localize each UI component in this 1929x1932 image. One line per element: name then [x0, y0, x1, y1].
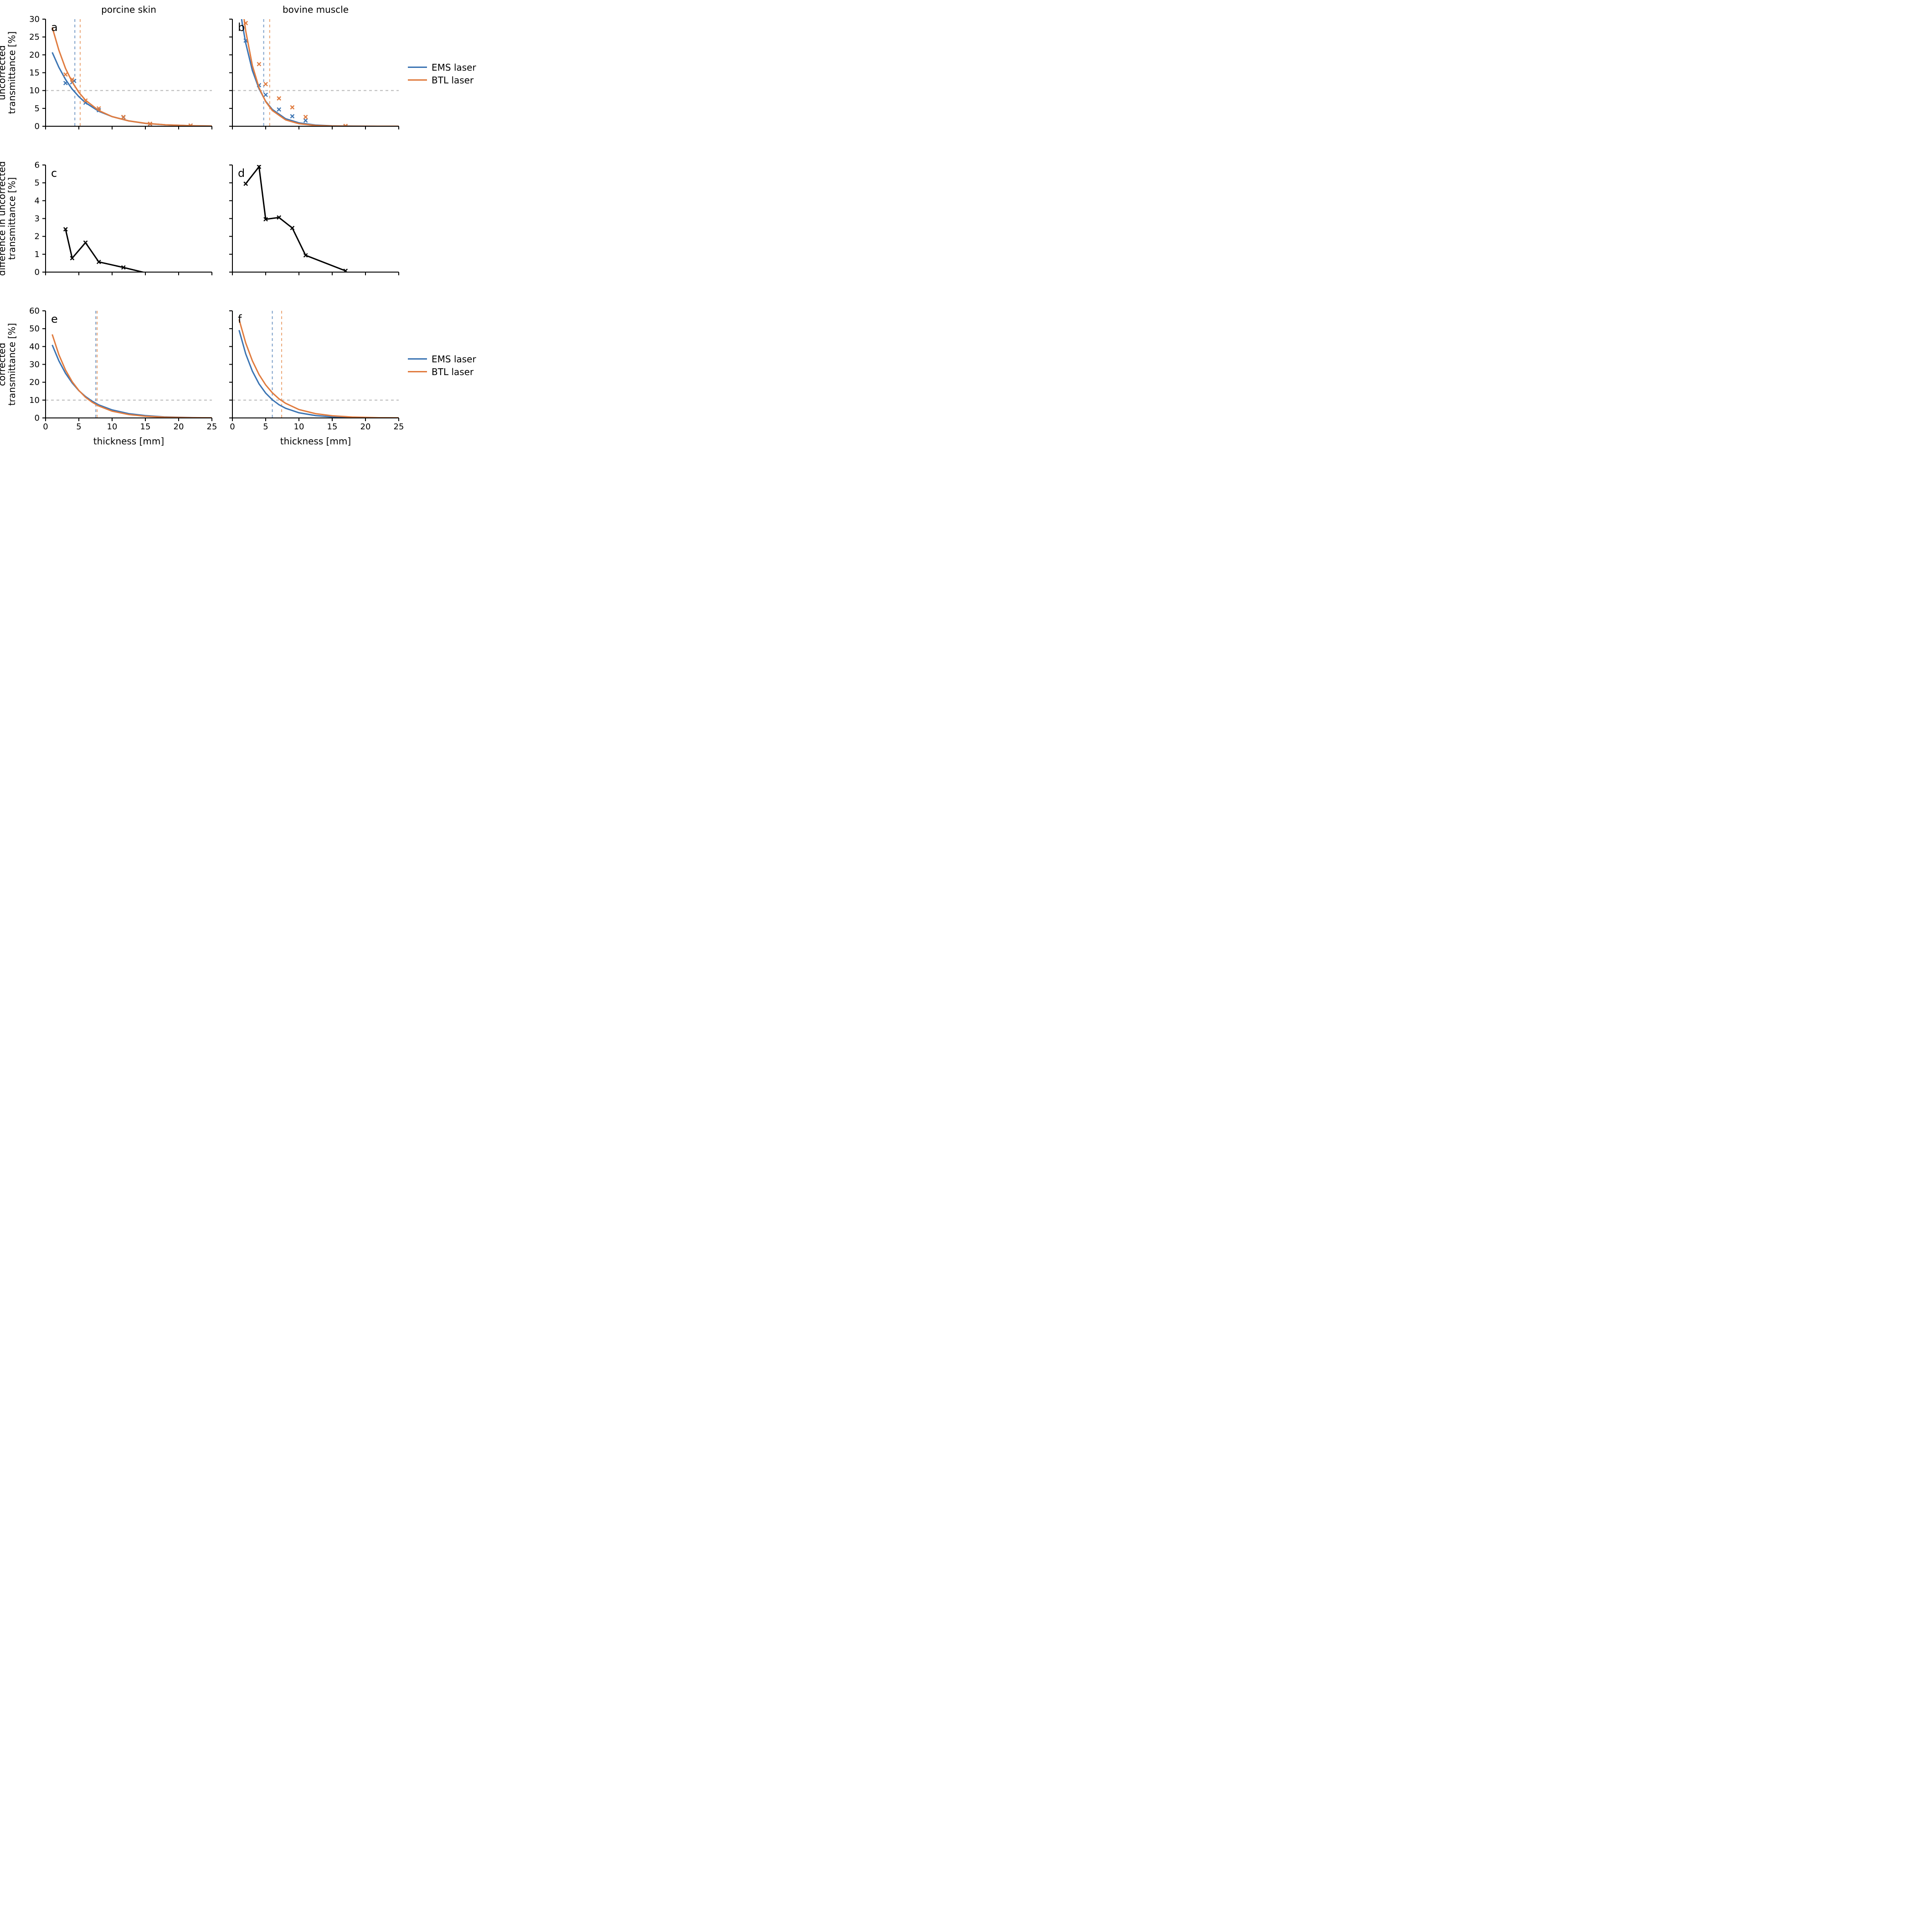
legend-item: BTL laser: [408, 75, 476, 86]
svg-text:15: 15: [140, 422, 151, 432]
svg-text:transmittance [%]: transmittance [%]: [6, 177, 17, 260]
svg-text:bovine muscle: bovine muscle: [283, 4, 349, 15]
svg-text:thickness [mm]: thickness [mm]: [280, 436, 351, 447]
svg-text:5: 5: [76, 422, 81, 432]
svg-text:transmittance [%]: transmittance [%]: [6, 31, 17, 114]
svg-text:20: 20: [29, 50, 40, 60]
svg-text:20: 20: [360, 422, 371, 432]
legend-item: EMS laser: [408, 62, 476, 73]
legend-item: BTL laser: [408, 366, 476, 377]
svg-text:30: 30: [29, 360, 40, 370]
legend-label: EMS laser: [432, 354, 476, 365]
legend-swatch: [408, 371, 427, 372]
svg-text:4: 4: [35, 196, 40, 206]
legend: EMS laser BTL laser: [408, 60, 476, 88]
svg-text:50: 50: [29, 324, 40, 334]
svg-text:0: 0: [43, 422, 48, 432]
yaxis-labels: uncorrectedtransmittance [%]difference i…: [0, 0, 27, 483]
svg-text:5: 5: [35, 104, 40, 113]
svg-text:e: e: [51, 313, 58, 325]
legend-swatch: [408, 79, 427, 81]
svg-text:0: 0: [35, 122, 40, 131]
legend-label: EMS laser: [432, 62, 476, 73]
svg-text:15: 15: [29, 68, 40, 78]
svg-text:2: 2: [35, 232, 40, 242]
legend-swatch: [408, 67, 427, 68]
legend-label: BTL laser: [432, 366, 473, 377]
svg-text:1: 1: [35, 250, 40, 259]
svg-text:0: 0: [230, 422, 235, 432]
svg-text:25: 25: [29, 32, 40, 42]
svg-text:0: 0: [35, 413, 40, 423]
svg-text:0: 0: [35, 268, 40, 277]
svg-text:b: b: [238, 21, 245, 34]
legend-swatch: [408, 358, 427, 360]
svg-text:6: 6: [35, 160, 40, 170]
svg-text:10: 10: [29, 86, 40, 96]
svg-text:a: a: [51, 21, 58, 34]
column-titles: porcine skin bovine muscle: [0, 0, 482, 18]
svg-text:20: 20: [174, 422, 184, 432]
svg-text:porcine skin: porcine skin: [101, 4, 156, 15]
svg-text:5: 5: [263, 422, 268, 432]
xaxis-labels: thickness [mm] thickness [mm]: [0, 431, 482, 453]
svg-text:c: c: [51, 167, 57, 180]
svg-text:60: 60: [29, 306, 40, 316]
svg-text:f: f: [238, 313, 242, 325]
svg-text:5: 5: [35, 178, 40, 188]
svg-text:25: 25: [394, 422, 403, 432]
svg-text:20: 20: [29, 378, 40, 387]
legend: EMS laserBTL laser: [408, 352, 476, 379]
svg-text:transmittance [%]: transmittance [%]: [6, 323, 17, 406]
svg-text:10: 10: [294, 422, 304, 432]
svg-text:15: 15: [327, 422, 338, 432]
svg-text:3: 3: [35, 214, 40, 224]
svg-text:10: 10: [29, 396, 40, 405]
svg-text:d: d: [238, 167, 245, 180]
svg-text:thickness [mm]: thickness [mm]: [93, 436, 164, 447]
figure: 051015202530ab0123456cd05101520250102030…: [0, 0, 482, 483]
svg-text:10: 10: [107, 422, 118, 432]
legend-label: BTL laser: [432, 75, 473, 86]
legend-item: EMS laser: [408, 354, 476, 365]
svg-text:40: 40: [29, 342, 40, 351]
